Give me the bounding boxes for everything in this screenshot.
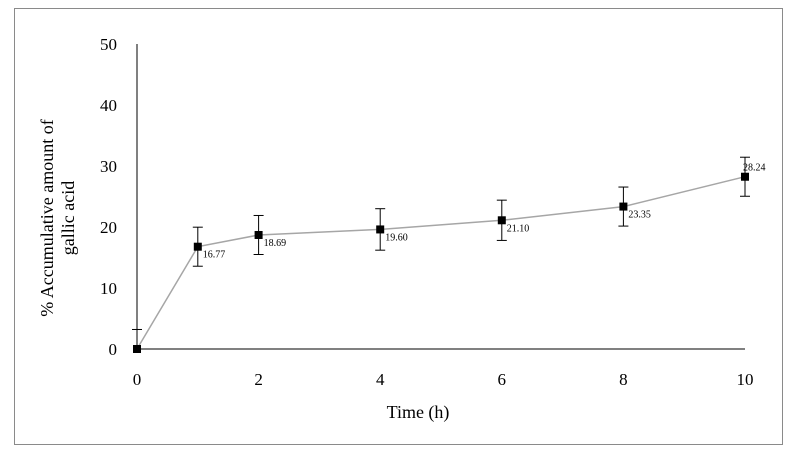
data-label: 18.69 bbox=[264, 238, 287, 249]
x-tick-label: 6 bbox=[498, 370, 507, 389]
y-axis-ticks: 0 10 20 30 40 50 bbox=[100, 35, 117, 359]
x-axis-ticks: 0 2 4 6 8 10 bbox=[133, 370, 754, 389]
data-point-marker bbox=[376, 225, 385, 234]
data-point-marker bbox=[254, 230, 263, 239]
axes bbox=[136, 44, 745, 350]
data-point-marker bbox=[497, 216, 506, 225]
chart-frame bbox=[14, 8, 783, 445]
data-label: 16.77 bbox=[203, 250, 226, 261]
y-axis-label-line-1: % Accumulative amount of bbox=[37, 119, 57, 316]
x-tick-label: 2 bbox=[254, 370, 263, 389]
data-point-marker bbox=[193, 242, 202, 251]
series-line bbox=[136, 175, 746, 350]
data-label: 23.35 bbox=[628, 210, 651, 221]
y-tick-label: 30 bbox=[100, 157, 117, 176]
y-axis-label-line-2: gallic acid bbox=[58, 181, 78, 255]
y-tick-label: 40 bbox=[100, 96, 117, 115]
data-label: 19.60 bbox=[385, 232, 408, 243]
data-label: 21.10 bbox=[507, 223, 530, 234]
data-point-marker bbox=[619, 202, 628, 211]
y-tick-label: 10 bbox=[100, 279, 117, 298]
x-tick-label: 4 bbox=[376, 370, 385, 389]
x-axis-label: Time (h) bbox=[387, 402, 450, 423]
data-label: 28.24 bbox=[743, 163, 766, 174]
y-tick-label: 50 bbox=[100, 35, 117, 54]
x-tick-label: 8 bbox=[619, 370, 628, 389]
data-point-marker bbox=[741, 172, 749, 181]
series-layer: 16.77 18.69 19.60 21.10 23.35 28.24 bbox=[132, 156, 766, 353]
x-tick-label: 10 bbox=[737, 370, 754, 389]
x-tick-label: 0 bbox=[133, 370, 142, 389]
y-tick-label: 20 bbox=[100, 218, 117, 237]
y-tick-label: 0 bbox=[109, 340, 118, 359]
data-point-marker bbox=[133, 345, 141, 353]
